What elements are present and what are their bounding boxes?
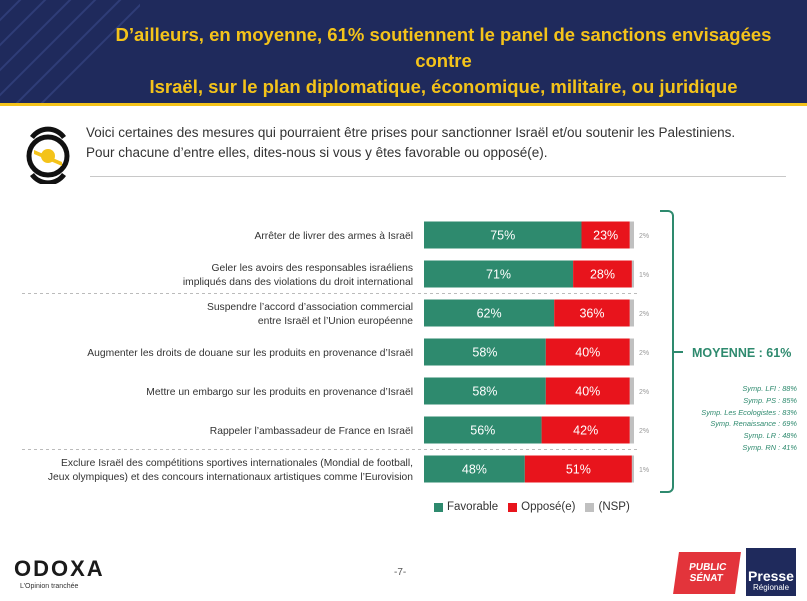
symp-ecologistes: Symp. Les Ecologistes : 83% <box>701 407 797 417</box>
bar-nsp <box>631 455 634 483</box>
data-label-nsp: 2% <box>639 428 649 435</box>
page-title-line1: D’ailleurs, en moyenne, 61% soutiennent … <box>115 24 772 71</box>
odoxa-question-icon <box>26 126 70 184</box>
page-number: -7- <box>394 567 407 578</box>
category-label: Augmenter les droits de douane sur les p… <box>87 348 413 359</box>
legend-swatch-oppose <box>508 502 518 512</box>
bar-favorable <box>424 416 542 444</box>
presse-regionale-line1: Presse <box>748 568 794 584</box>
bar-oppose <box>545 338 630 366</box>
presse-regionale-line2: Régionale <box>752 583 790 592</box>
symp-ps: Symp. PS : 85% <box>743 395 797 405</box>
question-divider <box>90 176 786 177</box>
bar-oppose <box>573 260 632 288</box>
question-line1: Voici certaines des mesures qui pourraie… <box>86 125 736 140</box>
data-label-favorable: 71% <box>486 268 511 282</box>
chart-legend: Favorable Opposé(e) (NSP) <box>434 501 630 513</box>
bar-nsp <box>629 377 634 405</box>
category-label: Arrêter de livrer des armes à Israël <box>254 231 413 242</box>
odoxa-logo: ODOXA <box>14 556 105 581</box>
bar-oppose <box>524 455 632 483</box>
legend-swatch-favorable <box>434 502 443 512</box>
data-label-favorable: 75% <box>490 229 515 243</box>
symp-renaissance: Symp. Renaissance : 69% <box>710 419 797 429</box>
summary-bracket-tick <box>673 351 683 353</box>
category-label: impliqués dans des violations du droit i… <box>183 277 413 288</box>
data-label-oppose: 36% <box>579 307 604 321</box>
symp-lfi: Symp. LFI : 88% <box>742 384 797 393</box>
page-title-line2: Israël, sur le plan diplomatique, économ… <box>149 76 738 97</box>
header-decoration <box>0 0 140 103</box>
data-label-nsp: 1% <box>639 272 649 279</box>
data-label-nsp: 2% <box>639 233 649 240</box>
legend-swatch-nsp <box>585 502 595 512</box>
data-label-oppose: 28% <box>590 268 615 282</box>
data-label-oppose: 23% <box>593 229 618 243</box>
bar-oppose <box>554 299 630 327</box>
bar-favorable <box>424 377 546 405</box>
data-label-nsp: 2% <box>639 311 649 318</box>
legend-label-favorable: Favorable <box>447 501 499 513</box>
presse-regionale-logo: Presse Régionale <box>746 548 796 596</box>
data-label-nsp: 2% <box>639 389 649 396</box>
bar-favorable <box>424 338 546 366</box>
bar-favorable <box>424 221 582 249</box>
legend-label-nsp: (NSP) <box>598 501 630 513</box>
data-label-favorable: 62% <box>477 307 502 321</box>
odoxa-tagline: L’Opinion tranchée <box>20 583 79 590</box>
header-divider <box>0 103 807 106</box>
data-label-nsp: 1% <box>639 467 649 474</box>
symp-lr: Symp. LR : 48% <box>743 431 797 441</box>
data-label-oppose: 51% <box>566 463 591 477</box>
data-label-favorable: 58% <box>472 346 497 360</box>
moyenne-label: MOYENNE : 61% <box>692 346 792 360</box>
page-title: D’ailleurs, en moyenne, 61% soutiennent … <box>100 22 787 100</box>
bar-favorable <box>424 260 574 288</box>
header-banner: D’ailleurs, en moyenne, 61% soutiennent … <box>0 0 807 103</box>
category-label: Geler les avoirs des responsables israél… <box>212 263 413 274</box>
category-label: Jeux olympiques) et des concours interna… <box>48 472 413 483</box>
bar-nsp <box>631 260 634 288</box>
data-label-favorable: 48% <box>462 463 487 477</box>
legend-label-oppose: Opposé(e) <box>521 501 576 513</box>
data-label-favorable: 58% <box>472 385 497 399</box>
data-label-oppose: 40% <box>575 346 600 360</box>
legend-item-nsp: (NSP) <box>585 501 630 513</box>
bar-favorable <box>424 299 555 327</box>
question-line2: Pour chacune d’entre elles, dites-nous s… <box>86 145 548 160</box>
bar-nsp <box>629 338 634 366</box>
public-senat-logo: PUBLIC SÉNAT <box>673 552 741 594</box>
summary-bracket <box>660 210 674 493</box>
bar-favorable <box>424 455 525 483</box>
data-label-favorable: 56% <box>470 424 495 438</box>
data-label-oppose: 42% <box>573 424 598 438</box>
category-label: Rappeler l’ambassadeur de France en Isra… <box>210 426 413 437</box>
public-senat-line1: PUBLIC <box>688 562 728 573</box>
sympathisants-list: Symp. LFI : 88% Symp. PS : 85% Symp. Les… <box>701 383 797 454</box>
bar-nsp <box>629 299 634 327</box>
category-label: Exclure Israël des compétitions sportive… <box>61 458 413 469</box>
bar-nsp <box>629 221 634 249</box>
stacked-bar-chart: Arrêter de livrer des armes à Israël 75% 2… <box>22 221 649 483</box>
data-label-oppose: 40% <box>575 385 600 399</box>
bar-oppose <box>545 377 630 405</box>
category-label: entre Israël et l’Union européenne <box>258 316 413 327</box>
public-senat-line2: SÉNAT <box>688 573 724 584</box>
legend-item-favorable: Favorable <box>434 501 498 513</box>
category-label: Suspendre l’accord d’association commerc… <box>207 302 413 313</box>
bar-oppose <box>581 221 630 249</box>
category-label: Mettre un embargo sur les produits en pr… <box>146 387 413 398</box>
legend-item-oppose: Opposé(e) <box>508 501 575 513</box>
symp-rn: Symp. RN : 41% <box>742 442 797 452</box>
bar-oppose <box>541 416 630 444</box>
bar-nsp <box>629 416 634 444</box>
data-label-nsp: 2% <box>639 350 649 357</box>
question-text: Voici certaines des mesures qui pourraie… <box>86 123 786 163</box>
